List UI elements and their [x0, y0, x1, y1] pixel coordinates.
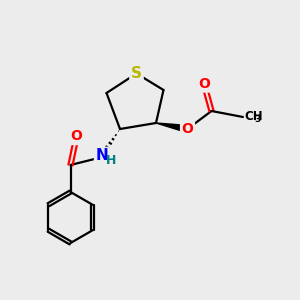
Text: 3: 3: [254, 115, 261, 124]
Polygon shape: [156, 123, 188, 133]
Text: H: H: [106, 154, 116, 167]
Text: N: N: [96, 148, 108, 164]
Text: O: O: [70, 130, 83, 143]
Text: O: O: [198, 77, 210, 91]
Text: CH: CH: [244, 110, 263, 124]
Text: O: O: [182, 122, 194, 136]
Text: S: S: [131, 66, 142, 81]
